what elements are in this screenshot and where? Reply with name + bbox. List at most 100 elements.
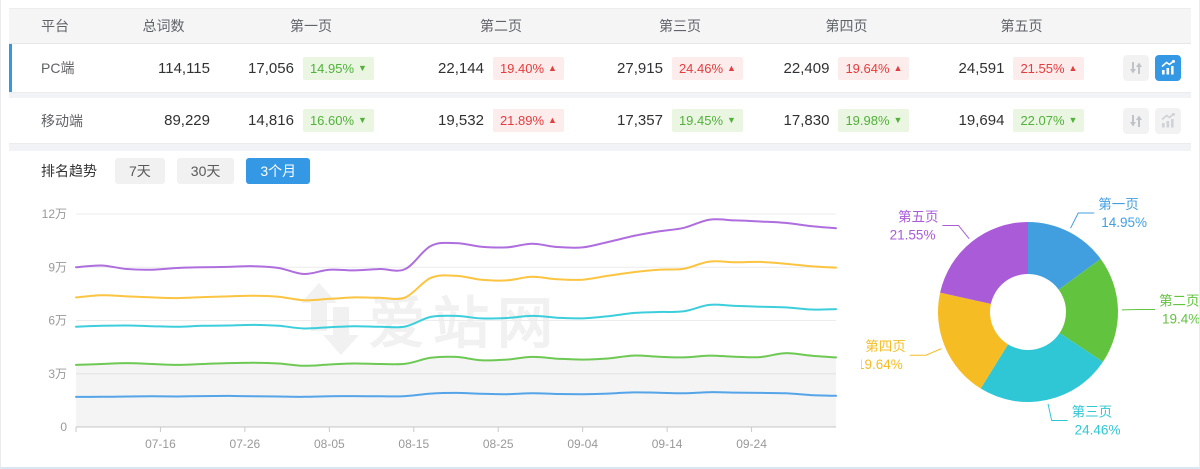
- section-separator: [9, 144, 1191, 151]
- cumulative-page3-line: [75, 303, 837, 330]
- donut-label-leader: [1070, 212, 1095, 229]
- page1-cell: 17,056 14.95% ▼: [216, 56, 406, 80]
- row-actions: [1114, 107, 1191, 134]
- page2-cell: 22,144 19.40% ▲: [406, 56, 596, 80]
- badge-pct: 19.98%: [845, 113, 890, 128]
- page1-count: 14,816: [248, 112, 294, 129]
- selected-row-indicator: [9, 44, 12, 92]
- donut-label-pct: 14.95%: [1101, 215, 1147, 230]
- chart-icon: [1161, 59, 1175, 75]
- row-actions: [1114, 55, 1191, 81]
- page2-count: 22,144: [438, 59, 484, 77]
- page5-change-badge: 21.55% ▲: [1013, 56, 1085, 80]
- platform-label: 移动端: [41, 112, 83, 129]
- donut-label-pct: 19.64%: [861, 357, 903, 372]
- sort-button[interactable]: [1123, 107, 1149, 134]
- charts-area: 爱站网 0 3万 6万 9万 12万 07-16 07-26 08-05 08-15 08-25 0…: [1, 191, 1200, 467]
- page4-change-badge: 19.64% ▲: [838, 56, 910, 80]
- trend-arrow-icon: ▼: [893, 115, 903, 125]
- page4-count: 22,409: [783, 59, 830, 77]
- page4-cell: 17,830 19.98% ▼: [764, 109, 929, 132]
- y-axis-label: 12万: [42, 207, 67, 221]
- donut-label-name: 第三页: [1072, 403, 1113, 419]
- trend-arrow-icon: ▼: [358, 62, 367, 73]
- donut-slice-第三页[interactable]: [980, 333, 1103, 402]
- sort-arrows-icon: [1130, 114, 1142, 127]
- series-area-fill: [76, 353, 836, 427]
- rank-table: 平台 总词数 第一页 第二页 第三页 第四页 第五页 PC端 114,115 1…: [9, 8, 1191, 151]
- col-header-page5: 第五页: [1000, 18, 1043, 34]
- trend-arrow-icon: ▼: [1068, 115, 1078, 125]
- badge-pct: 19.64%: [845, 60, 890, 76]
- table-row-pc[interactable]: PC端 114,115 17,056 14.95% ▼ 22,144 19.40%…: [9, 44, 1191, 93]
- page2-change-badge: 21.89% ▲: [492, 109, 564, 132]
- table-header-row: 平台 总词数 第一页 第二页 第三页 第四页 第五页: [9, 8, 1191, 44]
- trend-arrow-icon: ▲: [727, 62, 736, 73]
- donut-slice-第一页[interactable]: [1028, 222, 1101, 290]
- col-header-page1: 第一页: [290, 18, 332, 34]
- donut-label-pct: 19.4%: [1162, 312, 1200, 327]
- donut-label-name: 第五页: [898, 208, 939, 224]
- trend-arrow-icon: ▼: [358, 115, 367, 125]
- x-axis-label: 09-14: [652, 437, 683, 451]
- table-row-mobile[interactable]: 移动端 89,229 14,816 16.60% ▼ 19,532 21.89% ▲…: [9, 98, 1191, 144]
- row-separator: [9, 93, 1191, 98]
- page3-count: 17,357: [617, 112, 663, 129]
- badge-pct: 21.89%: [499, 113, 545, 128]
- page4-count: 17,830: [783, 112, 830, 129]
- trend-arrow-icon: ▲: [1068, 62, 1078, 73]
- page1-count: 17,056: [248, 59, 294, 77]
- page4-cell: 22,409 19.64% ▲: [764, 56, 929, 80]
- tab-30-days[interactable]: 30天: [176, 157, 235, 185]
- y-axis-label: 3万: [48, 367, 67, 381]
- badge-pct: 24.46%: [678, 60, 724, 76]
- donut-label-pct: 24.46%: [1075, 422, 1121, 437]
- trend-chart-button-inactive[interactable]: [1155, 107, 1181, 134]
- donut-slice-第五页[interactable]: [940, 222, 1028, 304]
- page2-count: 19,532: [438, 112, 484, 129]
- page5-change-badge: 22.07% ▼: [1013, 109, 1085, 132]
- x-axis-label: 07-16: [145, 437, 176, 451]
- donut-label-name: 第四页: [865, 338, 906, 354]
- col-header-page2: 第二页: [480, 18, 522, 34]
- cumulative-page1-line: [75, 391, 837, 398]
- page2-cell: 19,532 21.89% ▲: [406, 109, 596, 132]
- cumulative-page2-line: [75, 352, 837, 367]
- tab-3-months[interactable]: 3个月: [246, 157, 311, 185]
- y-axis-label: 9万: [48, 260, 67, 274]
- sort-arrows-icon: [1130, 62, 1142, 74]
- x-axis-label: 07-26: [230, 437, 261, 451]
- tab-7-days[interactable]: 7天: [115, 157, 165, 185]
- y-axis-label: 0: [60, 420, 67, 434]
- col-header-page4: 第四页: [825, 18, 868, 34]
- col-header-platform: 平台: [41, 18, 69, 34]
- cumulative-page4-line: [75, 260, 837, 302]
- x-axis-label: 08-05: [314, 437, 345, 451]
- donut-label-leader: [909, 348, 942, 356]
- page1-cell: 14,816 16.60% ▼: [216, 109, 406, 132]
- trend-toolbar: 排名趋势 7天 30天 3个月: [1, 151, 1199, 191]
- page3-cell: 27,915 24.46% ▲: [596, 56, 764, 80]
- badge-pct: 22.07%: [1020, 113, 1065, 128]
- page3-change-badge: 24.46% ▲: [671, 56, 743, 80]
- trend-chart-button-active[interactable]: [1155, 55, 1181, 81]
- y-axis-label: 6万: [48, 314, 67, 328]
- page5-count: 19,694: [958, 112, 1005, 129]
- watermark: 爱站网: [301, 283, 553, 355]
- trend-arrow-icon: ▲: [548, 115, 557, 125]
- badge-pct: 16.60%: [309, 113, 355, 128]
- col-header-total: 总词数: [142, 18, 185, 34]
- trend-arrow-icon: ▲: [548, 62, 557, 73]
- donut-slice-第二页[interactable]: [1058, 258, 1118, 362]
- badge-pct: 21.55%: [1020, 60, 1065, 76]
- cumulative-page5-total-line: [75, 218, 837, 276]
- donut-label-name: 第二页: [1159, 293, 1200, 309]
- donut-slice-第四页[interactable]: [938, 292, 1009, 389]
- badge-pct: 19.45%: [678, 113, 724, 128]
- page1-change-badge: 16.60% ▼: [302, 109, 374, 132]
- sort-button[interactable]: [1123, 55, 1149, 81]
- badge-pct: 14.95%: [309, 60, 355, 76]
- chart-icon: [1161, 112, 1175, 127]
- page3-cell: 17,357 19.45% ▼: [596, 109, 764, 132]
